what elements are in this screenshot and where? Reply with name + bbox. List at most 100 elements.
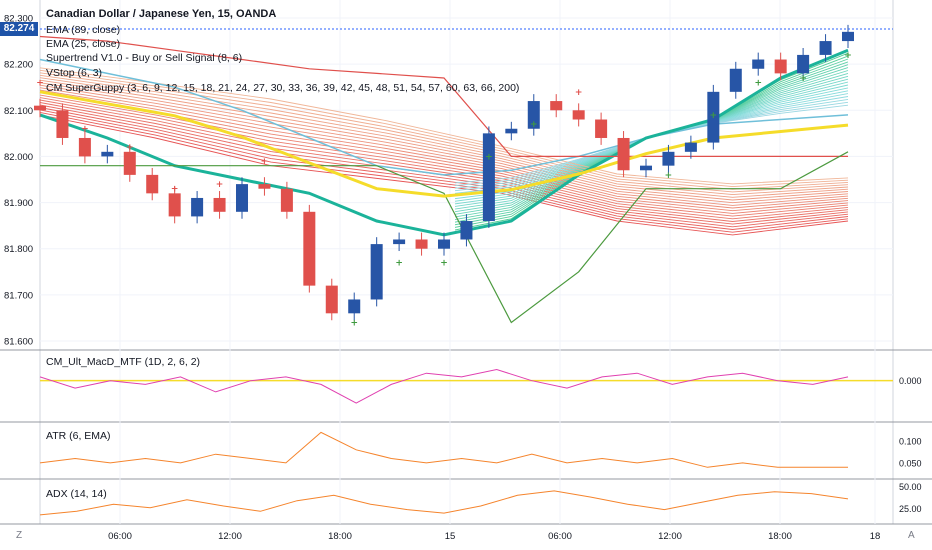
signal-marker: + [620, 139, 628, 149]
candle-body [572, 110, 585, 120]
candle-body [437, 239, 451, 249]
macd-panel-label[interactable]: CM_Ult_MacD_MTF (1D, 2, 6, 2) [46, 356, 201, 368]
legend-vstop[interactable]: VStop (6, 3) [46, 67, 103, 79]
candle-body [213, 197, 226, 212]
legend-ema89[interactable]: EMA (89, close) [46, 24, 121, 36]
candle-body [684, 142, 697, 152]
macd-line [39, 368, 849, 404]
chart-title: Canadian Dollar / Japanese Yen, 15, OAND… [46, 8, 277, 20]
guppy-line [39, 99, 849, 220]
signal-marker: + [306, 254, 314, 264]
candle-body [235, 184, 249, 212]
legend-ema25[interactable]: EMA (25, close) [46, 38, 121, 50]
candle-body [303, 211, 316, 286]
x-tick-label: 18:00 [328, 531, 352, 542]
candle-body [774, 59, 787, 74]
signal-marker: + [36, 79, 44, 89]
candle-body [460, 221, 473, 240]
guppy-line [39, 89, 849, 209]
candle-body [146, 174, 159, 194]
guppy-line [39, 72, 849, 190]
x-tick-label: 12:00 [658, 531, 682, 542]
legend-superguppy[interactable]: CM SuperGuppy (3, 6, 9, 12, 15, 18, 21, … [46, 82, 520, 94]
x-tick-label: 15 [445, 531, 456, 542]
signal-marker: + [216, 180, 224, 190]
y-tick-label: 81.900 [4, 198, 33, 209]
guppy-line [39, 77, 849, 196]
y-tick-label: 81.800 [4, 244, 33, 255]
guppy-line [39, 87, 849, 206]
candle-body [482, 133, 495, 222]
candle-body [729, 68, 742, 92]
candle-body [56, 110, 69, 138]
candle-body [370, 244, 383, 300]
candle-body [33, 105, 47, 111]
signal-marker: + [844, 51, 852, 61]
atr-line [39, 431, 848, 468]
last-price-tag: 82.274 [0, 22, 38, 36]
sub-panels [39, 368, 893, 516]
candle-body [707, 91, 720, 143]
y-tick-label: 82.300 [4, 14, 33, 25]
panel-tick-label: 50.00 [899, 482, 922, 492]
signal-marker: + [350, 319, 358, 329]
panel-tick-label: 0.000 [899, 376, 922, 386]
axis-labels: 82.300 82.200 82.100 82.000 81.900 81.800 81.7… [4, 14, 922, 543]
signal-marker: + [710, 111, 718, 121]
auto-scale-button[interactable]: A [908, 530, 915, 541]
adx-panel-label[interactable]: ADX (14, 14) [46, 488, 107, 500]
candle-body [348, 299, 361, 314]
signal-marker: + [665, 171, 673, 181]
guppy-line [39, 109, 849, 230]
guppy-line [39, 102, 849, 222]
timezone-icon[interactable]: Z [16, 530, 23, 541]
guppy-line [39, 114, 849, 236]
signal-marker: + [754, 79, 762, 89]
candle-body [325, 285, 338, 314]
signal-marker: + [261, 157, 269, 167]
guppy-line [39, 84, 849, 204]
candle-body [639, 165, 653, 171]
candle-body [123, 151, 136, 175]
candle-body [595, 119, 608, 138]
panel-tick-label: 0.100 [899, 437, 922, 447]
candle-body [415, 239, 428, 249]
panel-tick-label: 0.050 [899, 458, 922, 468]
candle-body [258, 184, 271, 189]
guppy-line [39, 111, 849, 233]
candle-body [841, 31, 855, 42]
x-tick-label: 06:00 [108, 531, 132, 542]
adx-line [39, 490, 849, 516]
y-tick-label: 82.200 [4, 60, 33, 71]
signal-marker: + [575, 88, 583, 98]
signal-marker: + [395, 259, 403, 269]
atr-panel-label[interactable]: ATR (6, EMA) [46, 430, 111, 442]
guppy-line [39, 82, 849, 201]
candle-body [191, 197, 204, 217]
supertrend-line [39, 35, 848, 157]
signal-marker: + [530, 120, 538, 130]
candle-body [101, 151, 114, 157]
candle-body [393, 239, 406, 245]
candle-body [78, 137, 91, 157]
signal-marker: + [171, 185, 179, 195]
guppy-line [39, 69, 849, 188]
panel-tick-label: 25.00 [899, 504, 922, 514]
candle-body [617, 137, 630, 171]
signal-marker: + [126, 143, 134, 153]
y-tick-label: 81.600 [4, 337, 33, 348]
guppy-line [39, 107, 849, 228]
candle-body [797, 54, 810, 74]
guppy-line [39, 97, 849, 217]
x-tick-label: 12:00 [218, 531, 242, 542]
y-tick-label: 81.700 [4, 290, 33, 301]
x-tick-label: 18:00 [768, 531, 792, 542]
signal-marker: + [485, 152, 493, 162]
x-tick-label: 06:00 [548, 531, 572, 542]
legend-supertrend[interactable]: Supertrend V1.0 - Buy or Sell Signal (8,… [46, 52, 243, 64]
guppy-line [39, 79, 849, 198]
candlesticks [33, 24, 855, 321]
guppy-line [39, 94, 849, 214]
signal-marker: + [440, 259, 448, 269]
